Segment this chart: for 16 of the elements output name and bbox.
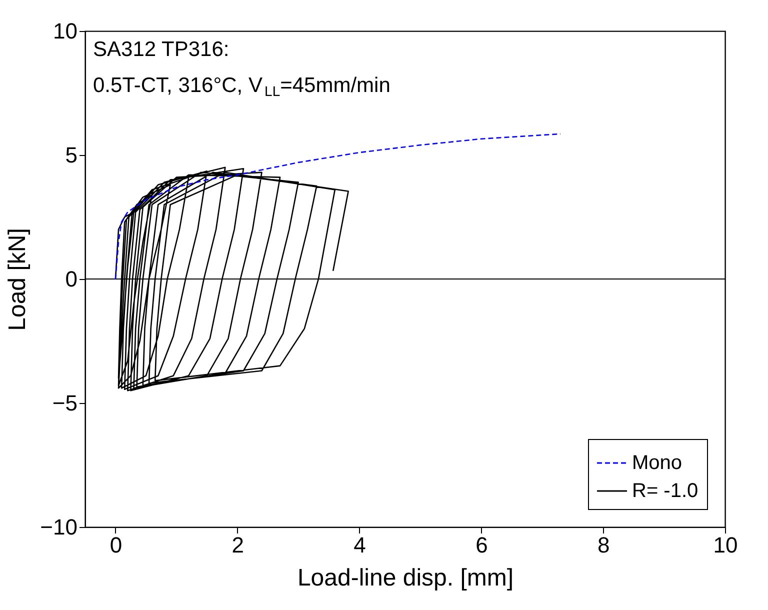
y-tick-label: 5 [65, 142, 78, 168]
y-tick-label: 0 [65, 266, 78, 292]
x-tick-label: 10 [713, 532, 738, 558]
x-tick-label: 4 [354, 532, 366, 558]
y-axis-title: Load [kN] [4, 228, 32, 331]
annotation: SA312 TP316: [93, 38, 230, 61]
y-tick-label: −10 [40, 514, 78, 540]
x-tick-label: 0 [110, 532, 122, 558]
x-axis-title: Load-line disp. [mm] [297, 564, 514, 592]
y-tick-label: 10 [53, 18, 78, 44]
x-tick-label: 2 [232, 532, 244, 558]
legend-label: R= -1.0 [632, 480, 698, 502]
x-tick-label: 6 [476, 532, 488, 558]
x-tick-label: 8 [597, 532, 610, 558]
legend-label: Mono [632, 452, 682, 474]
y-tick-label: −5 [52, 390, 78, 416]
